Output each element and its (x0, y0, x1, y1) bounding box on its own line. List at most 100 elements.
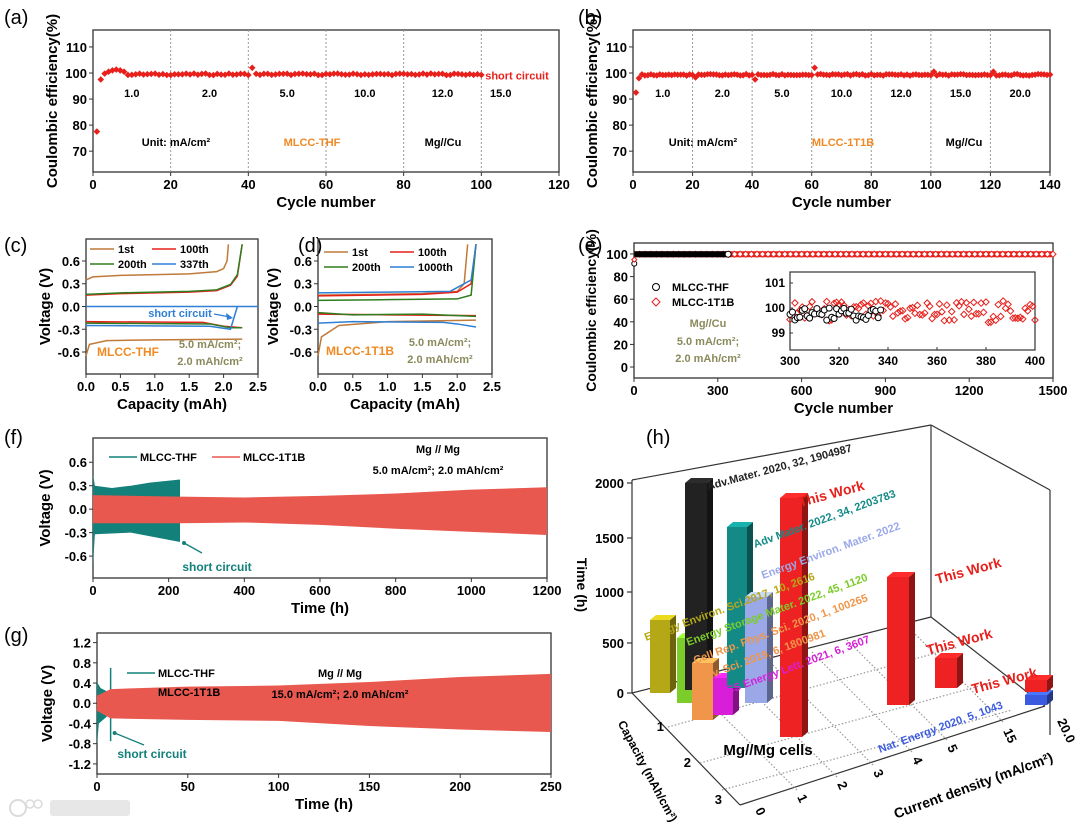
x-tick-label: 200 (449, 779, 471, 794)
x-tick-label: 1000 (457, 583, 486, 598)
legend-label: 200th (118, 259, 147, 271)
legend-label: MLCC-1T1B (672, 297, 734, 309)
floor-grid (811, 651, 913, 753)
panel-g: 0 50 100 150 200 250 -1.2 -0.8 -0.4 0.0 0.4 0.8 1.2 T… (39, 632, 562, 813)
x-tick-label: 1.5 (180, 379, 198, 394)
bar-front (745, 597, 767, 703)
x-tick-label: 600 (309, 583, 331, 598)
data-point-MLCC-1T1B (976, 250, 985, 258)
curve-1000th (317, 320, 477, 328)
x-tick-label: 1.0 (379, 379, 397, 394)
legend-label: 1st (352, 247, 368, 259)
rate-label: 1.0 (655, 88, 670, 100)
data-point (478, 71, 485, 79)
bar-side (1047, 675, 1053, 692)
data-point (202, 70, 209, 77)
bar-side (707, 478, 713, 690)
x-tick-label: 1200 (533, 583, 562, 598)
x-tick-label: 600 (791, 383, 813, 398)
inset-point-MLCC-1T1B (1013, 314, 1022, 323)
y-tick-label: 80 (613, 118, 627, 133)
data-point (349, 70, 357, 77)
y-tick-label: -0.6 (65, 549, 87, 564)
inset-point-MLCC-1T1B (960, 310, 968, 319)
panel-f: 0 200 400 600 800 1000 1200 -0.6 -0.3 0.0 0.3 0.6 Ti… (37, 437, 562, 617)
x-tick-label: 80 (396, 177, 410, 192)
bar-front (727, 527, 747, 688)
rate-label: 12.0 (890, 88, 911, 100)
data-point-MLCC-1T1B (943, 250, 951, 258)
floor-grid (699, 682, 991, 764)
data-point (97, 76, 105, 83)
data-point-MLCC-1T1B (853, 250, 862, 258)
data-point-MLCC-1T1B (803, 250, 811, 258)
data-point-MLCC-1T1B (842, 250, 851, 258)
data-point (93, 128, 101, 135)
data-point (751, 76, 759, 83)
current-tick-label: 0 (752, 805, 769, 818)
rate-label: 2.0 (202, 88, 217, 100)
y-tick-label: 60 (614, 292, 628, 307)
data-point-MLCC-1T1B (814, 250, 823, 258)
inset-point-MLCC-THF (825, 304, 833, 312)
inset-point-MLCC-1T1B (901, 314, 910, 323)
y-tick-label: 70 (73, 144, 87, 159)
data-point-MLCC-1T1B (1026, 250, 1035, 258)
data-point-MLCC-1T1B (820, 250, 828, 258)
legend-label: 100th (180, 244, 209, 256)
bar-front (780, 498, 802, 737)
y-axis-label: Coulombic efficiency(%) (584, 14, 601, 188)
inset-point-MLCC-1T1B (911, 309, 919, 318)
x-tick-label: 0.5 (111, 379, 129, 394)
data-point (811, 64, 819, 72)
x-tick-label: 80 (864, 177, 878, 192)
curve-200th (85, 322, 243, 329)
data-point (474, 70, 481, 78)
time-tick-label: 500 (602, 636, 624, 651)
data-point-MLCC-1T1B (836, 250, 845, 258)
inset-point-MLCC-1T1B (933, 310, 941, 319)
inset-point-MLCC-1T1B (913, 301, 922, 310)
inset-y-tick-label: 99 (772, 326, 786, 340)
data-point (322, 70, 330, 78)
y-tick-label: 0.4 (73, 676, 92, 691)
bar-front (692, 663, 713, 720)
inset-point-MLCC-1T1B (982, 298, 990, 306)
panel-c: 0.0 0.5 1.0 1.5 2.0 2.5 -0.6 -0.3 0.0 0.3 0.6 Capac… (37, 238, 267, 413)
current-tick-label: 15 (1000, 726, 1020, 745)
x-tick-label: 60 (319, 177, 333, 192)
electrolyte-label: MLCC-1T1B (812, 137, 874, 149)
data-point-MLCC-1T1B (831, 250, 839, 258)
x-tick-label: 40 (745, 177, 759, 192)
panel-label-g: (g) (4, 625, 28, 647)
data-point-MLCC-1T1B (864, 250, 873, 258)
data-point-MLCC-1T1B (775, 250, 783, 258)
y-tick-label: 0.3 (294, 277, 312, 292)
data-point (311, 70, 318, 77)
y-tick-label: 0.0 (62, 300, 80, 315)
data-point (361, 70, 369, 78)
x-tick-label: 0 (93, 779, 100, 794)
legend-marker-circle (652, 283, 660, 291)
data-point (742, 70, 750, 78)
curve-1st (317, 319, 477, 356)
current-tick-label: 3 (870, 767, 887, 780)
rate-label: 1.0 (124, 88, 139, 100)
data-point-MLCC-1T1B (764, 250, 772, 258)
data-point-MLCC-1T1B (769, 250, 778, 258)
unit-label: Unit: mA/cm² (669, 137, 738, 149)
bar-9 (935, 653, 963, 688)
y-tick-label: -0.8 (69, 737, 91, 752)
time-tick-label: 2000 (595, 476, 624, 491)
inset-point-MLCC-1T1B (898, 306, 907, 315)
inset-point-MLCC-1T1B (935, 300, 944, 308)
data-point-MLCC-1T1B (876, 250, 884, 258)
x-tick-label: 20 (685, 177, 699, 192)
y-tick-label: 70 (613, 144, 627, 159)
inset-point-MLCC-1T1B (925, 302, 934, 311)
inset-y-tick-label: 100 (765, 301, 785, 315)
y-tick-label: 0.0 (69, 502, 87, 517)
capacity-tick-label: 3 (715, 792, 722, 807)
y-axis-label: Voltage (V) (39, 665, 56, 742)
